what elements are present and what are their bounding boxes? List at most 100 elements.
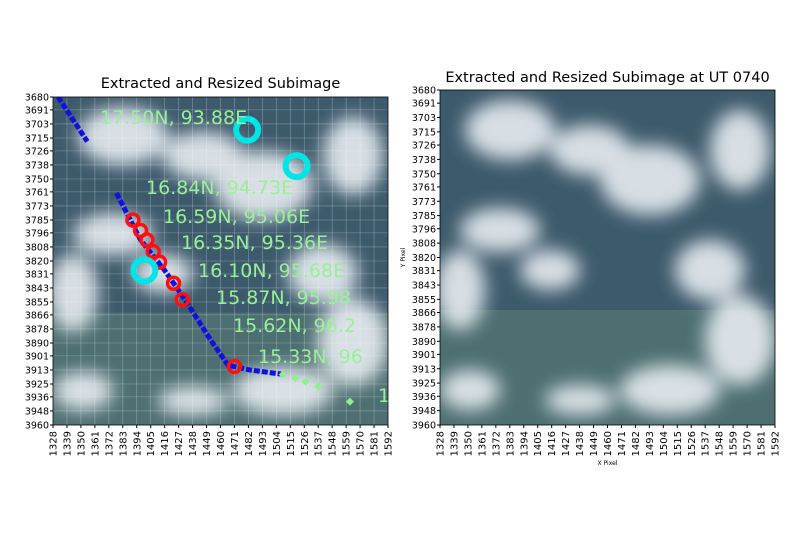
y-tick-label: 3890 (412, 337, 436, 348)
x-tick-label: 1438 (188, 431, 199, 456)
x-tick-label: 1537 (314, 431, 325, 456)
x-tick-label: 1328 (49, 431, 60, 456)
x-tick-label: 1581 (370, 431, 381, 456)
x-tick-label: 1383 (118, 431, 129, 456)
x-tick-label: 1328 (436, 431, 447, 456)
y-tick-label: 3901 (25, 351, 49, 362)
x-tick-label: 1383 (505, 431, 516, 456)
x-tick-label: 1504 (272, 431, 283, 456)
x-tick-label: 1504 (659, 431, 670, 456)
y-tick-label: 3726 (25, 146, 49, 157)
x-tick-label: 1570 (356, 431, 367, 456)
y-tick-label: 3715 (25, 134, 49, 145)
x-tick-label: 1526 (300, 431, 311, 456)
x-tick-label: 1493 (258, 431, 269, 456)
red-circle (125, 212, 141, 228)
x-tick-label: 1548 (328, 431, 339, 456)
y-tick-label: 3808 (25, 242, 49, 253)
y-tick-label: 3866 (25, 310, 49, 321)
coordinate-label: 17.50N, 93.88E (100, 107, 247, 129)
x-tick-label: 1361 (90, 431, 101, 456)
x-tick-label: 1372 (104, 431, 115, 456)
y-tick-label: 3843 (412, 281, 436, 292)
x-tick-label: 1394 (519, 431, 530, 456)
x-tick-label: 1339 (449, 431, 460, 456)
y-tick-label: 3796 (25, 228, 49, 239)
y-tick-label: 3738 (25, 160, 49, 171)
x-tick-label: 1559 (342, 431, 353, 456)
y-tick-label: 3750 (25, 175, 49, 186)
y-tick-label: 3761 (412, 182, 436, 193)
y-tick-label: 3785 (412, 211, 436, 222)
y-tick-label: 3878 (25, 324, 49, 335)
x-axis-label: X Pixel (598, 460, 618, 467)
x-tick-label: 1427 (174, 431, 185, 456)
y-tick-label: 3960 (25, 421, 49, 432)
x-tick-label: 1350 (76, 431, 87, 456)
x-tick-label: 1394 (132, 431, 143, 456)
y-tick-label: 3691 (412, 99, 436, 110)
y-tick-label: 3925 (25, 380, 49, 391)
x-tick-label: 1350 (463, 431, 474, 456)
y-tick-label: 3936 (412, 392, 436, 403)
plot-area: 17.50N, 93.88E 16.84N, 94.73E 16.59N, 95.0… (53, 97, 390, 425)
y-tick-label: 3948 (25, 406, 49, 417)
x-tick-label: 1581 (757, 431, 768, 456)
y-tick-label: 3796 (412, 224, 436, 235)
x-tick-label: 1471 (617, 431, 628, 456)
x-tick-label: 1405 (533, 431, 544, 456)
coordinate-label: 16.59N, 95.06E (163, 206, 310, 228)
x-tick-label: 1592 (384, 431, 395, 456)
y-tick-label: 3925 (412, 379, 436, 390)
coordinate-label: 1 (378, 385, 390, 407)
y-tick-label: 3750 (412, 169, 436, 180)
y-tick-label: 3831 (412, 266, 436, 277)
x-tick-label: 1482 (244, 431, 255, 456)
red-circle (139, 232, 155, 248)
x-tick-label: 1361 (477, 431, 488, 456)
x-tick-label: 1548 (715, 431, 726, 456)
x-tick-label: 1559 (729, 431, 740, 456)
y-tick-label: 3936 (25, 392, 49, 403)
x-tick-label: 1537 (701, 431, 712, 456)
x-tick-label: 1526 (687, 431, 698, 456)
y-tick-label: 3843 (25, 283, 49, 294)
x-tick-label: 1438 (575, 431, 586, 456)
y-tick-label: 3703 (412, 113, 436, 124)
y-tick-label: 3808 (412, 239, 436, 250)
y-tick-label: 3785 (25, 216, 49, 227)
x-tick-label: 1405 (146, 431, 157, 456)
y-tick-label: 3901 (412, 350, 436, 361)
cyan-ring (282, 152, 311, 181)
y-tick-label: 3703 (25, 119, 49, 130)
y-tick-label: 3761 (25, 187, 49, 198)
x-tick-label: 1460 (216, 431, 227, 456)
x-tick-label: 1471 (230, 431, 241, 456)
y-tick-label: 3890 (25, 339, 49, 350)
coordinate-label: 16.10N, 95.68E (198, 260, 345, 282)
y-tick-label: 3866 (412, 308, 436, 319)
coordinate-label: 15.87N, 95.98 (216, 287, 351, 309)
y-tick-label: 3878 (412, 322, 436, 333)
red-circle (226, 358, 243, 375)
y-tick-label: 3773 (25, 201, 49, 212)
y-tick-label: 3913 (25, 365, 49, 376)
x-tick-label: 1372 (491, 431, 502, 456)
y-tick-label: 3831 (25, 269, 49, 280)
x-tick-label: 1482 (631, 431, 642, 456)
x-tick-label: 1570 (743, 431, 754, 456)
x-tick-label: 1460 (603, 431, 614, 456)
green-diamond (345, 397, 354, 406)
x-tick-label: 1515 (286, 431, 297, 456)
y-tick-label: 3820 (412, 253, 436, 264)
y-tick-label: 3913 (412, 364, 436, 375)
y-tick-label: 3820 (25, 257, 49, 268)
red-circle (174, 291, 191, 308)
axes-frame (52, 96, 389, 426)
red-circle (145, 243, 161, 260)
chart-title: Extracted and Resized Subimage at UT 074… (445, 70, 769, 86)
y-tick-label: 3726 (412, 141, 436, 152)
cyan-ring (130, 256, 159, 285)
x-tick-label: 1493 (645, 431, 656, 456)
x-tick-label: 1449 (589, 431, 600, 456)
